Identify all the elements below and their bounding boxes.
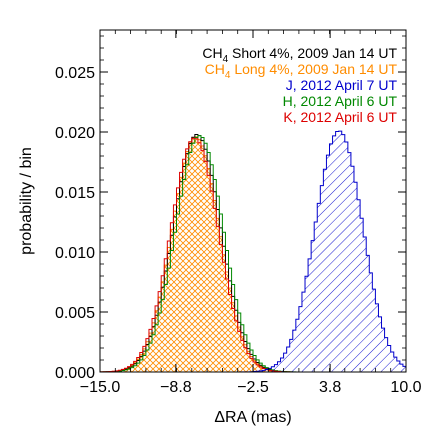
x-tick-label: −8.8 (160, 379, 192, 396)
x-axis-label: ΔRA (mas) (214, 409, 291, 426)
y-axis: 0.000 0.005 0.010 0.015 0.020 0.025 (55, 35, 406, 382)
x-tick-label: −15.0 (80, 379, 121, 396)
x-tick-label: −2.5 (237, 379, 269, 396)
legend-entry: K, 2012 April 6 UT (283, 109, 397, 125)
x-axis: −15.0 −8.8 −2.5 3.8 10.0 (80, 30, 422, 396)
legend-entry: J, 2012 April 7 UT (286, 77, 398, 93)
y-tick-label: 0.005 (55, 305, 95, 322)
series-0-histogram (100, 133, 406, 372)
legend-entry: H, 2012 April 6 UT (283, 93, 398, 109)
series-3-histogram (100, 135, 406, 372)
series-4-histogram (100, 137, 406, 372)
series-layer (100, 130, 406, 372)
y-tick-label: 0.020 (55, 125, 95, 142)
x-tick-label: 3.8 (319, 379, 341, 396)
legend-entry: CH4 Long 4%, 2009 Jan 14 UT (205, 61, 398, 81)
y-tick-label: 0.025 (55, 65, 95, 82)
series-2-histogram (100, 130, 406, 372)
x-tick-label: 10.0 (390, 379, 421, 396)
y-tick-label: 0.015 (55, 185, 95, 202)
y-axis-label: probability / bin (18, 147, 35, 255)
y-tick-label: 0.010 (55, 245, 95, 262)
legend-entry: CH4 Short 4%, 2009 Jan 14 UT (202, 45, 397, 65)
y-tick-label: 0.000 (55, 365, 95, 382)
